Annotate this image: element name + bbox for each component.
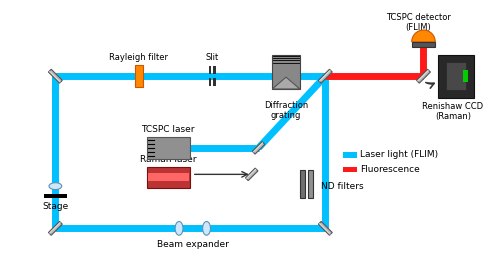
Bar: [214, 78, 217, 86]
Ellipse shape: [175, 221, 183, 235]
Text: Beam expander: Beam expander: [157, 240, 229, 249]
Polygon shape: [319, 70, 331, 81]
Polygon shape: [49, 69, 62, 83]
Polygon shape: [417, 70, 429, 81]
Text: Raman laser: Raman laser: [140, 155, 196, 164]
Polygon shape: [245, 168, 258, 181]
Text: Stage: Stage: [42, 202, 69, 211]
Polygon shape: [252, 142, 265, 154]
Polygon shape: [318, 69, 332, 83]
Text: ND filters: ND filters: [321, 182, 364, 191]
Bar: [300, 171, 305, 198]
Bar: [412, 42, 435, 47]
Polygon shape: [246, 169, 256, 179]
Polygon shape: [253, 142, 263, 153]
Bar: [214, 66, 217, 74]
Text: Laser light (FLIM): Laser light (FLIM): [360, 150, 438, 159]
Polygon shape: [319, 223, 331, 235]
Bar: [272, 55, 300, 89]
Polygon shape: [416, 69, 430, 83]
Text: TCSPC detector
(FLIM): TCSPC detector (FLIM): [386, 13, 451, 32]
Bar: [343, 167, 357, 172]
Polygon shape: [272, 77, 300, 89]
Bar: [135, 66, 143, 87]
Bar: [463, 70, 467, 82]
Ellipse shape: [203, 221, 211, 235]
Polygon shape: [49, 222, 61, 234]
Text: Fluorescence: Fluorescence: [360, 165, 419, 174]
Bar: [308, 171, 313, 198]
Bar: [446, 62, 466, 90]
Bar: [44, 194, 67, 198]
Bar: [343, 152, 357, 158]
Bar: [438, 55, 473, 98]
Polygon shape: [49, 221, 62, 235]
Text: Slit: Slit: [206, 53, 219, 62]
Polygon shape: [318, 221, 332, 235]
Wedge shape: [412, 30, 435, 42]
Bar: [147, 173, 189, 181]
Ellipse shape: [49, 183, 62, 190]
Text: Diffraction
grating: Diffraction grating: [264, 101, 308, 120]
Bar: [209, 66, 212, 74]
Text: Rayleigh filter: Rayleigh filter: [109, 53, 168, 62]
Text: TCSPC laser: TCSPC laser: [142, 125, 195, 134]
Text: Renishaw CCD
(Raman): Renishaw CCD (Raman): [422, 102, 484, 121]
Bar: [147, 137, 190, 159]
Bar: [209, 78, 212, 86]
Bar: [147, 167, 190, 188]
Polygon shape: [49, 71, 61, 83]
